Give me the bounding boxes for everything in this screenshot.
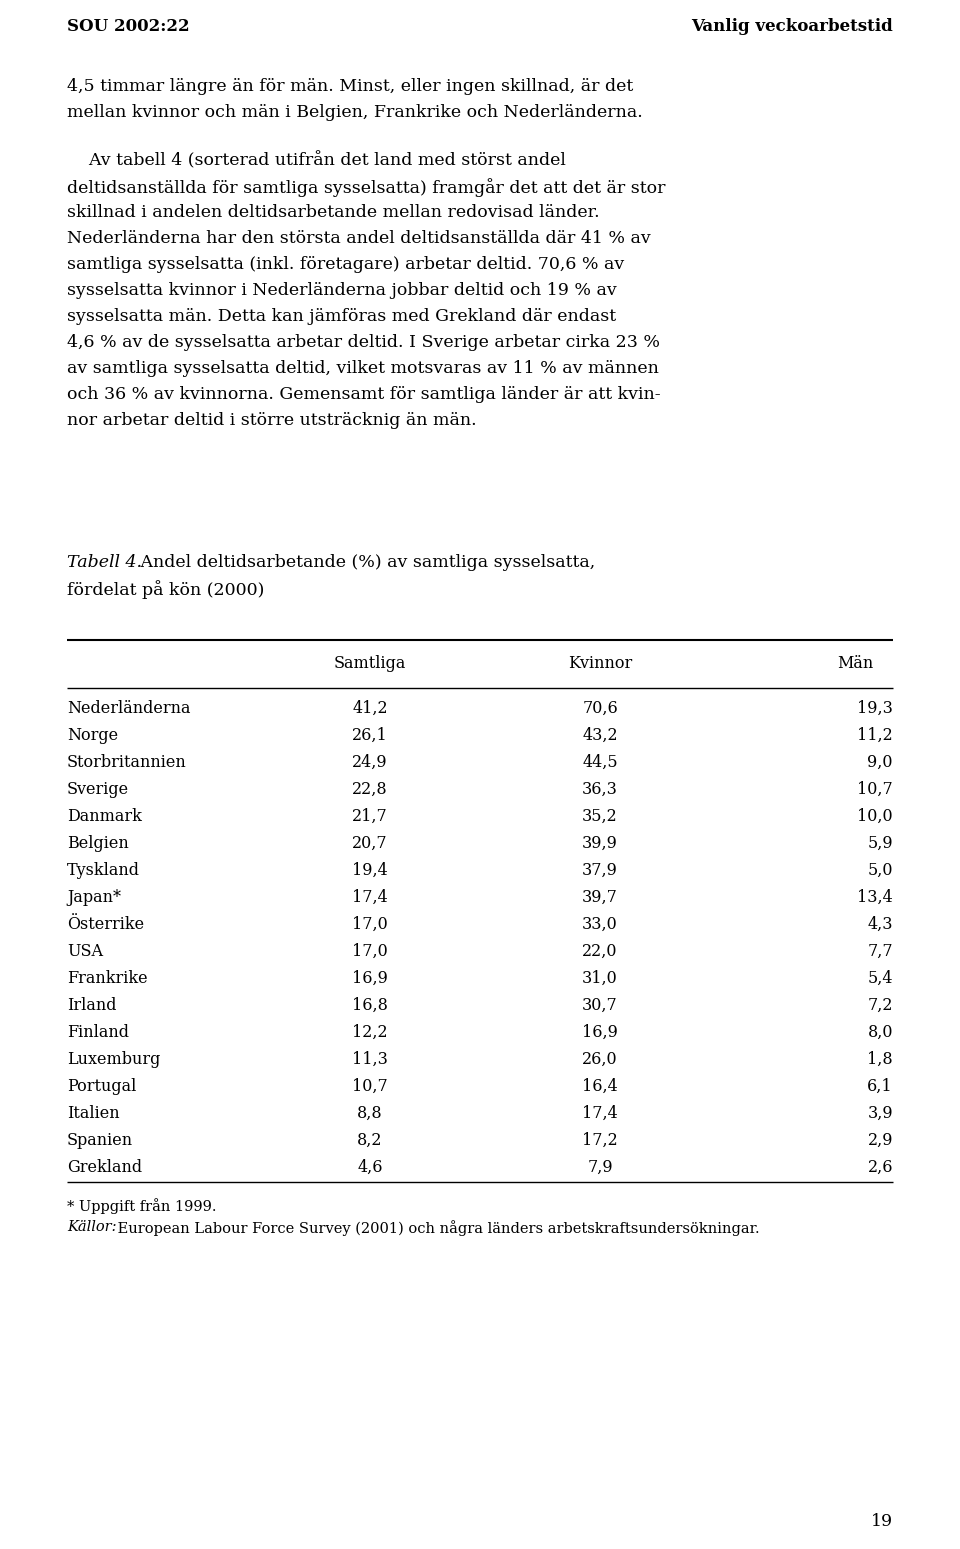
Text: 22,8: 22,8 xyxy=(352,781,388,798)
Text: nor arbetar deltid i större utsträcknig än män.: nor arbetar deltid i större utsträcknig … xyxy=(67,412,476,429)
Text: 13,4: 13,4 xyxy=(857,889,893,906)
Text: European Labour Force Survey (2001) och några länders arbetskraftsundersökningar: European Labour Force Survey (2001) och … xyxy=(113,1221,759,1236)
Text: Belgien: Belgien xyxy=(67,835,129,852)
Text: 19,4: 19,4 xyxy=(352,861,388,878)
Text: 8,8: 8,8 xyxy=(357,1104,383,1121)
Text: 4,3: 4,3 xyxy=(868,915,893,932)
Text: deltidsanställda för samtliga sysselsatta) framgår det att det är stor: deltidsanställda för samtliga sysselsatt… xyxy=(67,178,665,197)
Text: 4,6: 4,6 xyxy=(357,1159,383,1176)
Text: 7,7: 7,7 xyxy=(868,943,893,960)
Text: USA: USA xyxy=(67,943,103,960)
Text: Storbritannien: Storbritannien xyxy=(67,754,187,771)
Text: 5,0: 5,0 xyxy=(868,861,893,878)
Text: Grekland: Grekland xyxy=(67,1159,142,1176)
Text: fördelat på kön (2000): fördelat på kön (2000) xyxy=(67,579,264,599)
Text: 1,8: 1,8 xyxy=(868,1052,893,1067)
Text: 31,0: 31,0 xyxy=(582,970,618,987)
Text: 17,4: 17,4 xyxy=(352,889,388,906)
Text: 24,9: 24,9 xyxy=(352,754,388,771)
Text: sysselsatta män. Detta kan jämföras med Grekland där endast: sysselsatta män. Detta kan jämföras med … xyxy=(67,308,616,325)
Text: Japan*: Japan* xyxy=(67,889,121,906)
Text: 26,1: 26,1 xyxy=(352,726,388,744)
Text: 10,7: 10,7 xyxy=(352,1078,388,1095)
Text: 5,9: 5,9 xyxy=(868,835,893,852)
Text: 3,9: 3,9 xyxy=(868,1104,893,1121)
Text: 37,9: 37,9 xyxy=(582,861,618,878)
Text: Samtliga: Samtliga xyxy=(334,655,406,672)
Text: Luxemburg: Luxemburg xyxy=(67,1052,160,1067)
Text: 11,2: 11,2 xyxy=(857,726,893,744)
Text: Finland: Finland xyxy=(67,1024,129,1041)
Text: Sverige: Sverige xyxy=(67,781,130,798)
Text: 70,6: 70,6 xyxy=(582,700,618,717)
Text: 12,2: 12,2 xyxy=(352,1024,388,1041)
Text: och 36 % av kvinnorna. Gemensamt för samtliga länder är att kvin-: och 36 % av kvinnorna. Gemensamt för sam… xyxy=(67,386,660,403)
Text: 7,9: 7,9 xyxy=(588,1159,612,1176)
Text: 6,1: 6,1 xyxy=(868,1078,893,1095)
Text: 33,0: 33,0 xyxy=(582,915,618,932)
Text: 26,0: 26,0 xyxy=(582,1052,618,1067)
Text: 43,2: 43,2 xyxy=(582,726,618,744)
Text: Vanlig veckoarbetstid: Vanlig veckoarbetstid xyxy=(691,19,893,36)
Text: Män: Män xyxy=(837,655,874,672)
Text: 5,4: 5,4 xyxy=(868,970,893,987)
Text: 9,0: 9,0 xyxy=(868,754,893,771)
Text: 22,0: 22,0 xyxy=(583,943,617,960)
Text: 41,2: 41,2 xyxy=(352,700,388,717)
Text: Norge: Norge xyxy=(67,726,118,744)
Text: Av tabell 4 (sorterad utifrån det land med störst andel: Av tabell 4 (sorterad utifrån det land m… xyxy=(67,152,565,169)
Text: Tabell 4.: Tabell 4. xyxy=(67,555,142,572)
Text: 30,7: 30,7 xyxy=(582,998,618,1015)
Text: Tyskland: Tyskland xyxy=(67,861,140,878)
Text: 16,9: 16,9 xyxy=(582,1024,618,1041)
Text: 4,6 % av de sysselsatta arbetar deltid. I Sverige arbetar cirka 23 %: 4,6 % av de sysselsatta arbetar deltid. … xyxy=(67,335,660,352)
Text: samtliga sysselsatta (inkl. företagare) arbetar deltid. 70,6 % av: samtliga sysselsatta (inkl. företagare) … xyxy=(67,256,624,273)
Text: mellan kvinnor och män i Belgien, Frankrike och Nederländerna.: mellan kvinnor och män i Belgien, Frankr… xyxy=(67,104,643,121)
Text: 11,3: 11,3 xyxy=(352,1052,388,1067)
Text: av samtliga sysselsatta deltid, vilket motsvaras av 11 % av männen: av samtliga sysselsatta deltid, vilket m… xyxy=(67,359,659,376)
Text: Frankrike: Frankrike xyxy=(67,970,148,987)
Text: 36,3: 36,3 xyxy=(582,781,618,798)
Text: 2,6: 2,6 xyxy=(868,1159,893,1176)
Text: Portugal: Portugal xyxy=(67,1078,136,1095)
Text: 39,9: 39,9 xyxy=(582,835,618,852)
Text: sysselsatta kvinnor i Nederländerna jobbar deltid och 19 % av: sysselsatta kvinnor i Nederländerna jobb… xyxy=(67,282,616,299)
Text: 2,9: 2,9 xyxy=(868,1132,893,1149)
Text: 19: 19 xyxy=(871,1513,893,1530)
Text: Källor:: Källor: xyxy=(67,1221,116,1235)
Text: Nederländerna: Nederländerna xyxy=(67,700,190,717)
Text: 17,0: 17,0 xyxy=(352,943,388,960)
Text: 16,8: 16,8 xyxy=(352,998,388,1015)
Text: 16,4: 16,4 xyxy=(582,1078,618,1095)
Text: Italien: Italien xyxy=(67,1104,120,1121)
Text: 19,3: 19,3 xyxy=(857,700,893,717)
Text: Andel deltidsarbetande (%) av samtliga sysselsatta,: Andel deltidsarbetande (%) av samtliga s… xyxy=(135,555,595,572)
Text: Spanien: Spanien xyxy=(67,1132,133,1149)
Text: Danmark: Danmark xyxy=(67,809,142,826)
Text: 8,0: 8,0 xyxy=(868,1024,893,1041)
Text: 17,2: 17,2 xyxy=(582,1132,618,1149)
Text: 17,0: 17,0 xyxy=(352,915,388,932)
Text: 20,7: 20,7 xyxy=(352,835,388,852)
Text: 17,4: 17,4 xyxy=(582,1104,618,1121)
Text: Kvinnor: Kvinnor xyxy=(568,655,632,672)
Text: * Uppgift från 1999.: * Uppgift från 1999. xyxy=(67,1197,217,1214)
Text: Österrike: Österrike xyxy=(67,915,144,932)
Text: 10,7: 10,7 xyxy=(857,781,893,798)
Text: 16,9: 16,9 xyxy=(352,970,388,987)
Text: 35,2: 35,2 xyxy=(582,809,618,826)
Text: 10,0: 10,0 xyxy=(857,809,893,826)
Text: 8,2: 8,2 xyxy=(357,1132,383,1149)
Text: 39,7: 39,7 xyxy=(582,889,618,906)
Text: Irland: Irland xyxy=(67,998,116,1015)
Text: 44,5: 44,5 xyxy=(582,754,618,771)
Text: 4,5 timmar längre än för män. Minst, eller ingen skillnad, är det: 4,5 timmar längre än för män. Minst, ell… xyxy=(67,77,634,94)
Text: skillnad i andelen deltidsarbetande mellan redovisad länder.: skillnad i andelen deltidsarbetande mell… xyxy=(67,204,600,222)
Text: SOU 2002:22: SOU 2002:22 xyxy=(67,19,190,36)
Text: 7,2: 7,2 xyxy=(868,998,893,1015)
Text: 21,7: 21,7 xyxy=(352,809,388,826)
Text: Nederländerna har den största andel deltidsanställda där 41 % av: Nederländerna har den största andel delt… xyxy=(67,229,651,246)
